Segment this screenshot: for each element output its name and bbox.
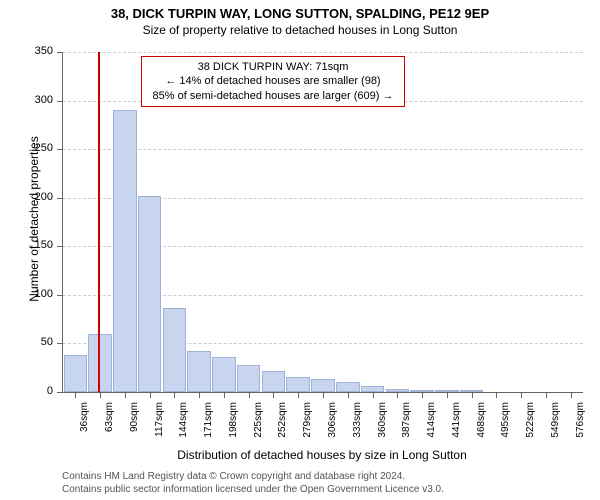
x-axis-label: Distribution of detached houses by size …: [62, 448, 582, 462]
x-tick-label: 117sqm: [154, 402, 165, 442]
x-tick-label: 144sqm: [178, 402, 189, 442]
y-tick: [57, 52, 63, 53]
histogram-bar: [286, 377, 310, 392]
x-tick-label: 495sqm: [500, 402, 511, 442]
y-tick: [57, 198, 63, 199]
x-tick: [100, 392, 101, 398]
x-tick-label: 279sqm: [302, 402, 313, 442]
x-tick-label: 387sqm: [401, 402, 412, 442]
x-tick-label: 549sqm: [550, 402, 561, 442]
x-tick: [348, 392, 349, 398]
histogram-bar: [311, 379, 335, 392]
y-tick: [57, 149, 63, 150]
x-tick-label: 225sqm: [253, 402, 264, 442]
x-tick-label: 522sqm: [525, 402, 536, 442]
plot-area: 05010015020025030035036sqm63sqm90sqm117s…: [62, 52, 583, 393]
histogram-bar: [262, 371, 286, 392]
x-tick: [273, 392, 274, 398]
x-tick: [224, 392, 225, 398]
x-tick: [150, 392, 151, 398]
x-tick: [496, 392, 497, 398]
histogram-bar: [212, 357, 236, 392]
histogram-bar: [163, 308, 187, 393]
x-tick-label: 90sqm: [129, 402, 140, 442]
x-tick: [75, 392, 76, 398]
y-axis-label: Number of detached properties: [27, 119, 41, 319]
annotation-box: 38 DICK TURPIN WAY: 71sqm← 14% of detach…: [141, 56, 405, 107]
x-tick-label: 171sqm: [203, 402, 214, 442]
x-tick: [447, 392, 448, 398]
x-tick: [199, 392, 200, 398]
y-tick-label: 350: [23, 45, 53, 57]
histogram-bar: [64, 355, 88, 392]
property-marker-line: [98, 52, 100, 392]
x-tick: [422, 392, 423, 398]
x-tick-label: 441sqm: [451, 402, 462, 442]
annotation-line2: ← 14% of detached houses are smaller (98…: [148, 74, 398, 88]
x-tick: [472, 392, 473, 398]
chart-container: 38, DICK TURPIN WAY, LONG SUTTON, SPALDI…: [0, 0, 600, 500]
annotation-line1: 38 DICK TURPIN WAY: 71sqm: [148, 60, 398, 74]
gridline: [63, 52, 583, 53]
x-tick: [174, 392, 175, 398]
histogram-bar: [336, 382, 360, 392]
x-tick: [298, 392, 299, 398]
annotation-line3: 85% of semi-detached houses are larger (…: [148, 89, 398, 103]
x-tick-label: 36sqm: [79, 402, 90, 442]
y-tick: [57, 392, 63, 393]
x-tick: [521, 392, 522, 398]
histogram-bar: [113, 110, 137, 392]
attribution-line2: Contains public sector information licen…: [62, 483, 444, 496]
x-tick: [373, 392, 374, 398]
x-tick-label: 468sqm: [476, 402, 487, 442]
y-tick: [57, 101, 63, 102]
y-tick: [57, 343, 63, 344]
y-tick-label: 300: [23, 94, 53, 106]
x-tick-label: 198sqm: [228, 402, 239, 442]
x-tick-label: 333sqm: [352, 402, 363, 442]
histogram-bar: [138, 196, 162, 392]
y-tick-label: 0: [23, 385, 53, 397]
y-tick: [57, 295, 63, 296]
x-tick-label: 252sqm: [277, 402, 288, 442]
x-tick-label: 63sqm: [104, 402, 115, 442]
x-tick: [323, 392, 324, 398]
x-tick: [249, 392, 250, 398]
x-tick: [125, 392, 126, 398]
x-tick: [571, 392, 572, 398]
y-tick-label: 50: [23, 336, 53, 348]
histogram-bar: [187, 351, 211, 392]
attribution-text: Contains HM Land Registry data © Crown c…: [62, 470, 444, 496]
chart-title: 38, DICK TURPIN WAY, LONG SUTTON, SPALDI…: [0, 0, 600, 21]
chart-subtitle: Size of property relative to detached ho…: [0, 21, 600, 37]
x-tick-label: 360sqm: [377, 402, 388, 442]
y-tick: [57, 246, 63, 247]
gridline: [63, 149, 583, 150]
x-tick-label: 414sqm: [426, 402, 437, 442]
x-tick: [397, 392, 398, 398]
x-tick-label: 576sqm: [575, 402, 586, 442]
x-tick-label: 306sqm: [327, 402, 338, 442]
x-tick: [546, 392, 547, 398]
attribution-line1: Contains HM Land Registry data © Crown c…: [62, 470, 444, 483]
histogram-bar: [237, 365, 261, 392]
